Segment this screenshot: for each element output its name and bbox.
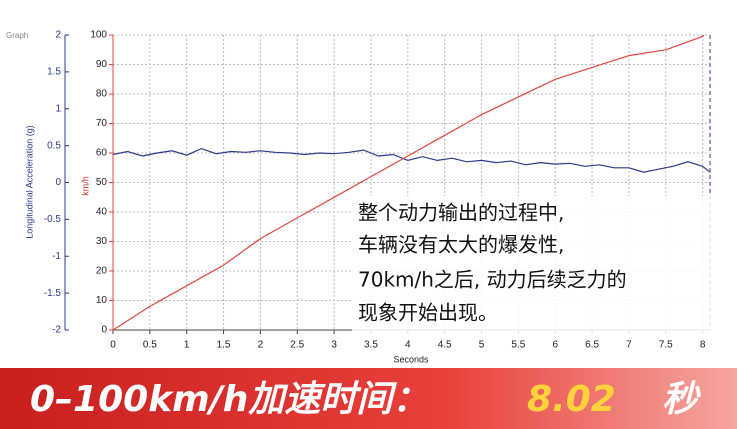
- y-tick-label: -1.5: [44, 288, 62, 299]
- y-tick-label: 0: [55, 177, 61, 188]
- x-axis-label: Seconds: [393, 354, 429, 364]
- y2-tick-label: 40: [96, 207, 108, 218]
- y2-tick-label: 50: [96, 177, 108, 188]
- x-tick-label: 0.5: [143, 340, 157, 351]
- x-tick-label: 6.5: [585, 340, 599, 351]
- x-tick-label: 2: [258, 340, 264, 351]
- y-tick-label: 0.5: [47, 140, 61, 151]
- banner-unit: 秒: [662, 379, 701, 420]
- series-line: [112, 34, 705, 331]
- banner-label: 0–100km/h加速时间：: [30, 379, 428, 420]
- y2-axis-label: km/h: [80, 176, 90, 196]
- y2-tick-label: 30: [96, 236, 108, 247]
- y-tick-label: -0.5: [44, 214, 62, 225]
- x-tick-label: 4.5: [438, 340, 452, 351]
- banner: [0, 368, 737, 429]
- x-tick-label: 7.5: [659, 340, 673, 351]
- x-tick-label: 7: [626, 340, 632, 351]
- y2-tick-label: 90: [96, 59, 108, 70]
- annotation-box: [352, 196, 720, 336]
- series-line: [112, 147, 711, 173]
- y-tick-label: -2: [52, 325, 61, 336]
- x-tick-label: 2.5: [290, 340, 304, 351]
- x-tick-label: 6: [552, 340, 558, 351]
- annotation: 整个动力输出的过程中,: [358, 201, 564, 225]
- y-tick-label: 2: [55, 30, 61, 41]
- x-tick-label: 1: [184, 340, 190, 351]
- annotation: 车辆没有太大的爆发性,: [358, 233, 564, 257]
- x-tick-label: 1.5: [217, 340, 231, 351]
- annotation: 现象开始出现。: [358, 301, 498, 325]
- y-axis-label: Longitudinal Acceleration (g): [24, 125, 34, 239]
- y2-tick-label: 70: [96, 118, 108, 129]
- x-tick-label: 4: [405, 340, 411, 351]
- y2-tick-label: 10: [96, 295, 108, 306]
- y2-tick-label: 20: [96, 266, 108, 277]
- y2-tick-label: 0: [101, 325, 107, 336]
- y2-tick-label: 100: [90, 30, 107, 41]
- x-tick-label: 3: [331, 340, 337, 351]
- banner-value: 8.02: [527, 379, 616, 420]
- y-tick-label: -1: [52, 251, 61, 262]
- x-tick-label: 5: [479, 340, 485, 351]
- annotation: 70km/h之后, 动力后续乏力的: [358, 268, 627, 292]
- chart-title: Graph: [6, 31, 28, 40]
- x-tick-label: 8: [700, 340, 706, 351]
- y2-tick-label: 80: [96, 89, 108, 100]
- y2-tick-label: 60: [96, 148, 108, 159]
- x-tick-label: 0: [110, 340, 116, 351]
- x-tick-label: 3.5: [364, 340, 378, 351]
- y-tick-label: 1: [55, 103, 61, 114]
- x-tick-label: 5.5: [511, 340, 525, 351]
- y-tick-label: 1.5: [47, 67, 61, 78]
